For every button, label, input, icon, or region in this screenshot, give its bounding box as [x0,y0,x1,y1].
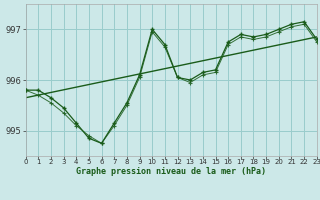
X-axis label: Graphe pression niveau de la mer (hPa): Graphe pression niveau de la mer (hPa) [76,167,266,176]
